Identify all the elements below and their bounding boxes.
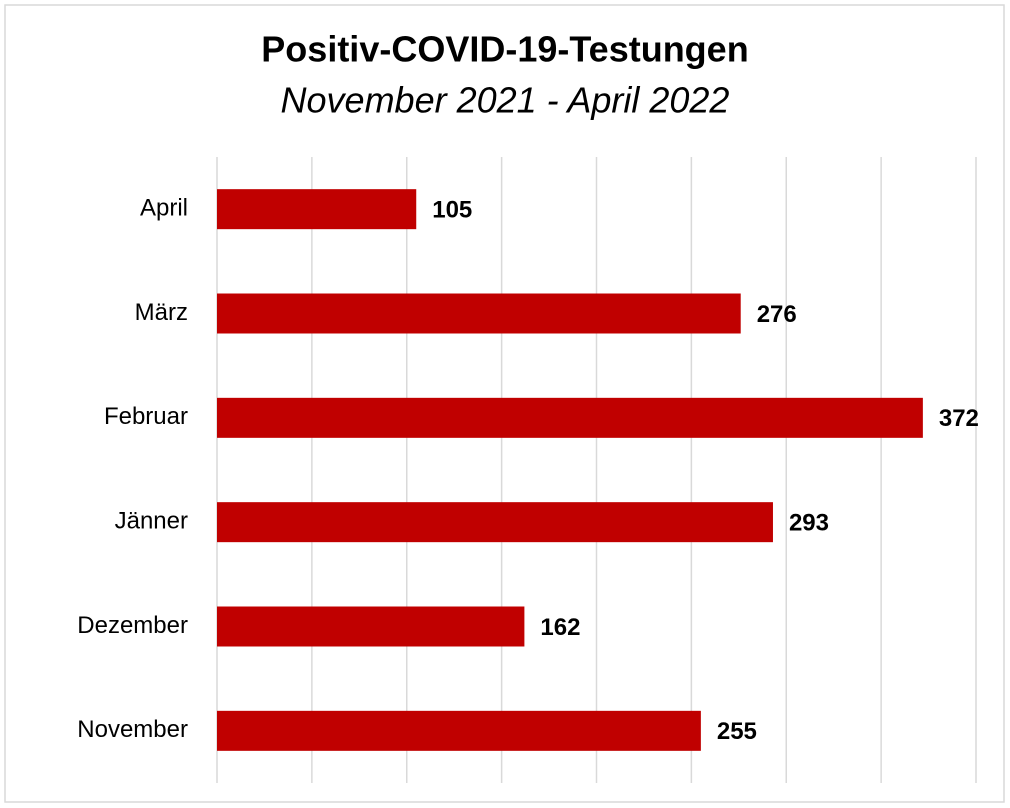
y-tick-label: Jänner: [115, 508, 188, 535]
data-label: 255: [717, 718, 757, 745]
y-tick-label: November: [77, 716, 188, 743]
chart-subtitle: November 2021 - April 2022: [281, 80, 730, 121]
y-tick-label: Februar: [104, 403, 188, 430]
bar: [217, 606, 525, 647]
bar: [217, 710, 701, 751]
data-label: 372: [939, 405, 979, 432]
y-tick-label: März: [135, 299, 188, 326]
bar: [217, 397, 923, 438]
chart-title: Positiv-COVID-19-Testungen: [261, 29, 748, 70]
bar: [217, 293, 741, 334]
y-tick-label: April: [140, 195, 188, 222]
y-tick-label: Dezember: [77, 612, 188, 639]
data-label: 293: [789, 510, 829, 537]
bar: [217, 189, 417, 230]
bar: [217, 502, 773, 543]
data-label: 276: [757, 301, 797, 328]
data-label: 105: [432, 197, 472, 224]
data-label: 162: [540, 614, 580, 641]
